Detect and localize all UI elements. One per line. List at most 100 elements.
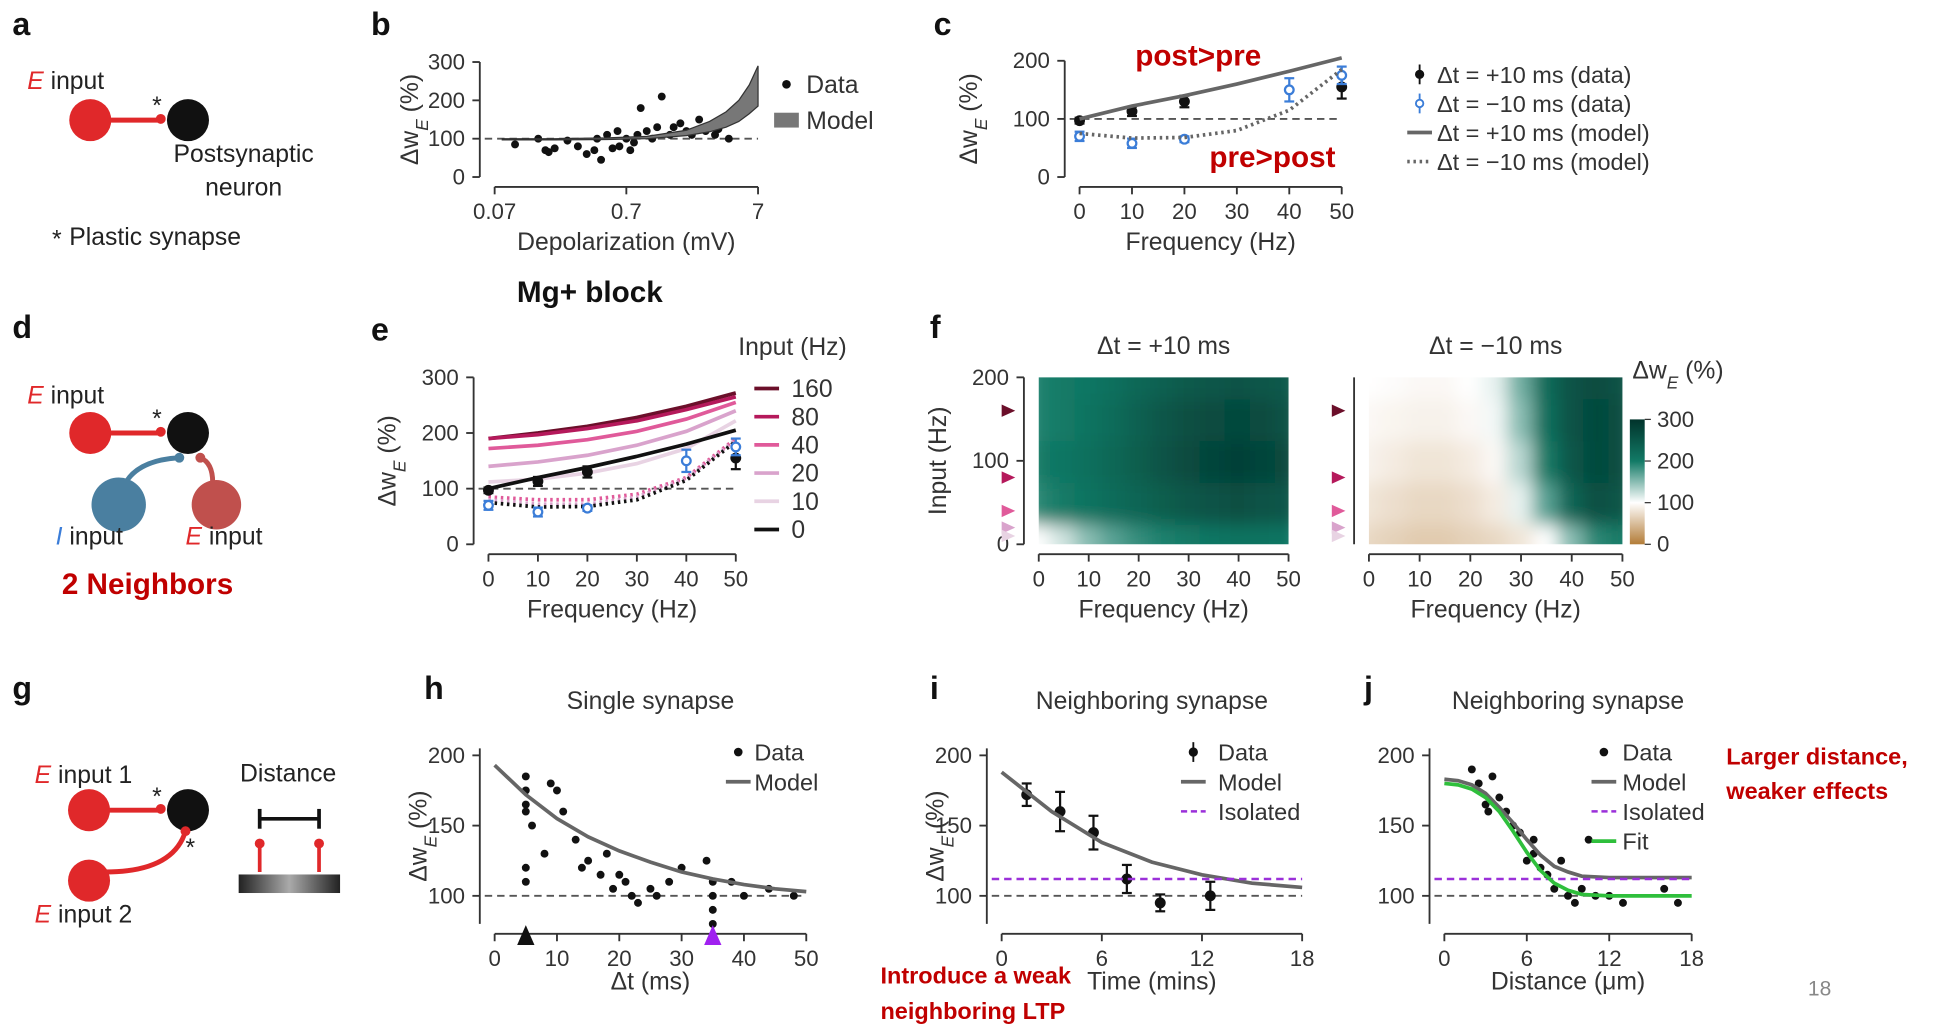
x-tick-label: 40	[732, 946, 757, 971]
heatmap-cell	[1099, 480, 1128, 525]
panel-label: j	[1363, 670, 1373, 706]
legend-label: Data	[806, 72, 858, 99]
x-tick-label: 10	[1407, 566, 1432, 591]
heatmap-cell	[1274, 377, 1289, 400]
x-axis-label: Frequency (Hz)	[1078, 596, 1248, 623]
input-type: I	[56, 523, 63, 550]
heatmap-cell	[1583, 480, 1611, 525]
heatmap-cell	[1124, 480, 1153, 525]
input-type: E	[185, 523, 202, 550]
axis-label-part: (%)	[375, 415, 402, 460]
legend-symbol	[1414, 98, 1425, 109]
x-axis-label: Frequency (Hz)	[1411, 596, 1581, 623]
data-point	[1577, 884, 1586, 893]
synapse-mark: *	[152, 784, 162, 811]
heatmap-cell	[1608, 438, 1623, 483]
input-text: input	[44, 382, 105, 409]
data-point	[1550, 884, 1559, 893]
heatmap	[1368, 377, 1623, 545]
legend-symbol	[733, 747, 743, 757]
heatmap	[1038, 377, 1289, 545]
input-marker	[1331, 471, 1346, 484]
axis-label-part: Δw	[956, 130, 983, 165]
input-type: E	[27, 68, 44, 95]
chart-title: Single synapse	[567, 688, 735, 715]
data-point	[1522, 856, 1531, 865]
data-point	[642, 127, 651, 135]
heatmap-cell	[1557, 438, 1586, 483]
data-point	[563, 136, 572, 145]
heatmap-cell	[1274, 438, 1289, 483]
heatmap-cell	[1481, 377, 1510, 400]
data-point	[532, 475, 544, 487]
heatmap-cell	[1224, 438, 1253, 483]
axis-label: ΔwE (%)	[1632, 358, 1723, 393]
y-tick-label: 100	[935, 883, 972, 908]
data-point	[597, 155, 606, 164]
heatmap-cell	[1368, 480, 1383, 525]
heatmap-cell	[1224, 480, 1253, 525]
synapse-mark: *	[52, 227, 62, 254]
axis-label-part: E	[971, 118, 991, 130]
heatmap-cell	[1608, 377, 1623, 400]
heatmap-cell	[1368, 438, 1383, 483]
model-line	[488, 437, 737, 502]
data-point	[1481, 800, 1490, 809]
heatmap-cell	[1038, 438, 1053, 483]
x-tick-label: 10	[1076, 566, 1101, 591]
input-marker	[1331, 504, 1346, 518]
heatmap-cell	[1507, 480, 1535, 525]
x-tick-label: 0	[488, 946, 500, 971]
data-point	[789, 891, 798, 900]
data-point	[581, 502, 593, 514]
data-point	[550, 144, 559, 153]
model-line	[488, 400, 737, 451]
x-tick-label: 50	[1610, 566, 1635, 591]
model-line	[1000, 770, 1303, 890]
legend-symbol	[774, 112, 799, 128]
x-tick-label: 20	[1458, 566, 1483, 591]
data-point	[676, 119, 685, 128]
x-axis-label: Depolarization (mV)	[517, 229, 735, 256]
chart-title: Δt = −10 ms	[1429, 333, 1562, 360]
time-marker	[704, 925, 722, 945]
x-tick-label: 12	[1597, 946, 1622, 971]
data-point	[669, 123, 678, 132]
heatmap-cell	[1583, 438, 1611, 483]
legend-label: 80	[791, 404, 819, 431]
data-point	[1673, 898, 1682, 907]
data-point	[615, 870, 624, 879]
y-tick-label: 0	[453, 164, 465, 189]
legend-label: Data	[1218, 740, 1269, 766]
annotation: Mg+ block	[517, 276, 663, 309]
data-point	[603, 130, 612, 139]
heatmap-cell	[1249, 396, 1278, 442]
axis-label: ΔwE (%)	[375, 415, 410, 506]
axis-label-part: (%)	[397, 74, 424, 119]
data-point	[1178, 96, 1190, 107]
data-point	[582, 150, 591, 158]
axis-label-part: E	[412, 119, 432, 131]
heatmap-cell	[1583, 522, 1611, 545]
panel-label: a	[12, 6, 31, 42]
diagram-g: * * E input 1 E input 2 Distance	[35, 761, 341, 929]
axis-label-part: E	[938, 835, 958, 847]
data-point	[581, 466, 593, 478]
heatmap-cell	[1199, 377, 1228, 400]
synapse-mark: *	[152, 93, 162, 120]
data-point	[1336, 69, 1348, 81]
synapse-mark: *	[185, 835, 195, 862]
heatmap-cell	[1199, 438, 1228, 483]
data-point	[630, 138, 638, 147]
legend-label: 20	[791, 461, 819, 488]
heatmap-cell	[1405, 438, 1434, 483]
y-tick-label: 200	[1013, 48, 1050, 73]
x-tick-label: 18	[1679, 946, 1704, 971]
distance-label: Distance	[240, 761, 336, 788]
axis-label-part: Δw	[397, 131, 424, 166]
chart-title: Neighboring synapse	[1452, 688, 1684, 715]
heatmap-cell	[1174, 377, 1203, 400]
data-point	[590, 146, 599, 155]
heatmap-cell	[1224, 377, 1253, 400]
x-tick-label: 0	[1033, 566, 1045, 591]
